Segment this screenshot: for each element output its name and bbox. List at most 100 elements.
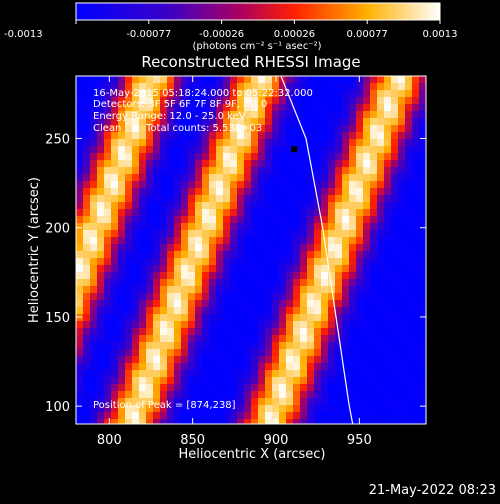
heatmap-cell <box>328 181 336 189</box>
heatmap-cell <box>342 223 350 231</box>
heatmap-cell <box>258 293 266 301</box>
heatmap-cell <box>230 286 238 294</box>
heatmap-cell <box>244 181 252 189</box>
heatmap-cell <box>188 335 196 343</box>
heatmap-cell <box>76 314 84 322</box>
heatmap-cell <box>174 83 182 91</box>
heatmap-cell <box>139 251 147 259</box>
heatmap-cell <box>174 251 182 259</box>
heatmap-cell <box>335 363 343 371</box>
heatmap-cell <box>272 237 280 245</box>
heatmap-cell <box>321 90 329 98</box>
heatmap-cell <box>195 244 203 252</box>
heatmap-cell <box>307 104 315 112</box>
heatmap-cell <box>146 307 154 315</box>
heatmap-cell <box>405 307 413 315</box>
heatmap-cell <box>293 307 301 315</box>
heatmap-cell <box>265 314 273 322</box>
heatmap-cell <box>132 118 140 126</box>
heatmap-cell <box>139 237 147 245</box>
heatmap-cell <box>139 384 147 392</box>
heatmap-cell <box>244 398 252 406</box>
heatmap-cell <box>195 195 203 203</box>
heatmap-cell <box>125 83 133 91</box>
heatmap-cell <box>335 118 343 126</box>
heatmap-cell <box>188 83 196 91</box>
heatmap-cell <box>377 139 385 147</box>
heatmap-cell <box>167 286 175 294</box>
heatmap-cell <box>349 153 357 161</box>
heatmap-cell <box>132 300 140 308</box>
heatmap-cell <box>76 209 84 217</box>
heatmap-cell <box>118 167 126 175</box>
heatmap-cell <box>216 195 224 203</box>
heatmap-cell <box>146 244 154 252</box>
heatmap-cell <box>398 188 406 196</box>
heatmap-cell <box>216 188 224 196</box>
heatmap-cell <box>160 146 168 154</box>
heatmap-cell <box>202 272 210 280</box>
heatmap-cell <box>111 314 119 322</box>
heatmap-cell <box>181 230 189 238</box>
heatmap-cell <box>237 300 245 308</box>
heatmap-cell <box>419 419 426 424</box>
heatmap-cell <box>265 132 273 140</box>
heatmap-cell <box>293 398 301 406</box>
heatmap-cell <box>118 90 126 98</box>
heatmap-cell <box>335 342 343 350</box>
heatmap-cell <box>153 216 161 224</box>
heatmap-cell <box>398 83 406 91</box>
heatmap-cell <box>272 153 280 161</box>
heatmap-cell <box>258 279 266 287</box>
heatmap-cell <box>377 335 385 343</box>
heatmap-cell <box>356 293 364 301</box>
heatmap-cell <box>258 160 266 168</box>
heatmap-cell <box>391 335 399 343</box>
heatmap-cell <box>104 104 112 112</box>
heatmap-cell <box>349 328 357 336</box>
heatmap-cell <box>237 111 245 119</box>
heatmap-cell <box>300 342 308 350</box>
heatmap-cell <box>419 125 426 133</box>
heatmap-cell <box>118 258 126 266</box>
heatmap-cell <box>111 125 119 133</box>
heatmap-cell <box>230 230 238 238</box>
heatmap-cell <box>405 398 413 406</box>
heatmap-cell <box>237 370 245 378</box>
heatmap-cell <box>153 174 161 182</box>
heatmap-cell <box>181 104 189 112</box>
heatmap-cell <box>251 363 259 371</box>
heatmap-cell <box>272 265 280 273</box>
heatmap-cell <box>90 356 98 364</box>
heatmap-cell <box>83 349 91 357</box>
heatmap-cell <box>370 139 378 147</box>
heatmap-cell <box>328 363 336 371</box>
heatmap-cell <box>125 139 133 147</box>
heatmap-cell <box>146 237 154 245</box>
heatmap-cell <box>167 265 175 273</box>
heatmap-cell <box>125 202 133 210</box>
heatmap-cell <box>265 335 273 343</box>
heatmap-cell <box>328 279 336 287</box>
heatmap-cell <box>125 230 133 238</box>
heatmap-cell <box>356 125 364 133</box>
heatmap-cell <box>321 195 329 203</box>
heatmap-cell <box>153 293 161 301</box>
heatmap-cell <box>216 209 224 217</box>
heatmap-cell <box>272 174 280 182</box>
heatmap-cell <box>139 181 147 189</box>
heatmap-cell <box>132 286 140 294</box>
heatmap-cell <box>314 90 322 98</box>
heatmap-cell <box>160 111 168 119</box>
heatmap-cell <box>335 76 343 84</box>
heatmap-cell <box>328 125 336 133</box>
heatmap-cell <box>146 377 154 385</box>
heatmap-cell <box>118 83 126 91</box>
heatmap-cell <box>419 209 426 217</box>
heatmap-cell <box>363 97 371 105</box>
heatmap-cell <box>146 321 154 329</box>
heatmap-cell <box>216 258 224 266</box>
heatmap-cell <box>370 132 378 140</box>
heatmap-cell <box>412 237 420 245</box>
heatmap-cell <box>237 167 245 175</box>
